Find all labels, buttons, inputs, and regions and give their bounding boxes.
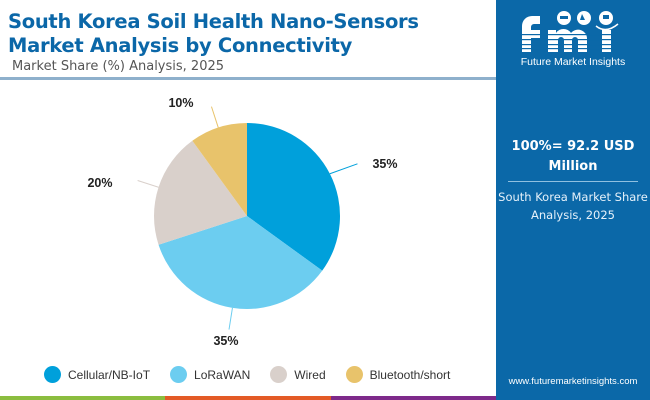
legend-swatch xyxy=(44,366,61,383)
pie-slice-lorawan xyxy=(158,216,323,310)
header-divider xyxy=(0,77,496,80)
stripe-green xyxy=(0,396,165,400)
stripe-orange xyxy=(165,396,331,400)
leader-line xyxy=(210,106,219,128)
legend-label: LoRaWAN xyxy=(194,367,251,382)
pie-slice-cellular-nb-iot xyxy=(247,123,340,271)
legend-item: Bluetooth/short xyxy=(345,366,451,383)
panel-caption: South Korea Market Share Analysis, 2025 xyxy=(498,190,648,222)
chart-title: South Korea Soil Health Nano-Sensors Mar… xyxy=(8,10,419,57)
data-label: 35% xyxy=(213,334,238,348)
fmi-logo: fmi xyxy=(520,11,619,52)
legend-item: Cellular/NB-IoT xyxy=(44,366,150,383)
leader-line xyxy=(228,307,233,330)
market-total: 100%= 92.2 USD Million xyxy=(511,139,635,174)
data-label: 20% xyxy=(87,176,112,190)
pie-slice-bluetooth-short xyxy=(192,123,247,216)
legend-swatch xyxy=(170,366,188,383)
side-panel: fmi Future Market Insights 100%= 92.2 US… xyxy=(496,0,650,400)
stripe-purple xyxy=(331,396,496,400)
chart-legend: Cellular/NB-IoT LoRaWAN Wired Bluetooth/sho… xyxy=(44,366,470,383)
panel-divider xyxy=(508,181,638,182)
pie-chart: 35% 35% 20% 10% xyxy=(87,96,397,348)
legend-swatch xyxy=(345,366,363,383)
data-label: 10% xyxy=(168,96,193,110)
leader-line xyxy=(329,163,358,175)
legend-swatch xyxy=(270,366,288,383)
legend-item: LoRaWAN xyxy=(170,366,250,383)
leader-line xyxy=(137,179,159,188)
data-label: 35% xyxy=(372,157,397,171)
legend-item: Wired xyxy=(270,366,326,383)
website-link[interactable]: www.futuremarketinsights.com xyxy=(508,376,638,387)
legend-label: Cellular/NB-IoT xyxy=(68,367,151,382)
legend-label: Wired xyxy=(294,367,326,382)
chart-subtitle: Market Share (%) Analysis, 2025 xyxy=(12,59,225,74)
pie-slice-wired xyxy=(154,140,247,245)
legend-label: Bluetooth/short xyxy=(369,367,451,382)
logo-text: Future Market Insights xyxy=(520,56,626,68)
